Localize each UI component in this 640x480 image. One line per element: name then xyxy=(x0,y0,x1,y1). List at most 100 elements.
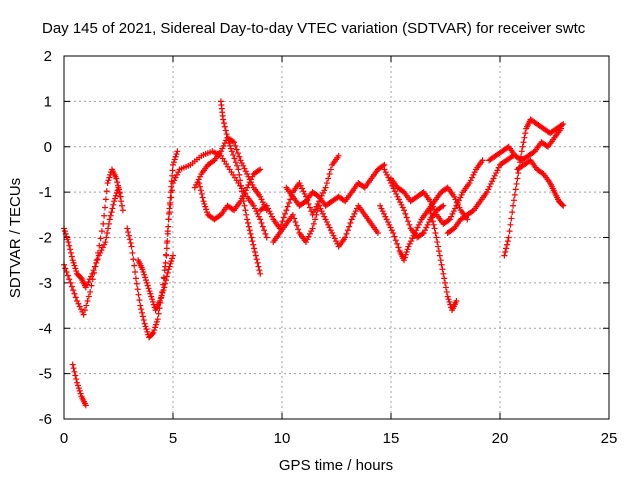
data-point xyxy=(295,226,302,233)
data-point xyxy=(514,175,521,182)
data-point xyxy=(445,296,452,303)
data-point xyxy=(391,188,398,195)
data-point xyxy=(66,276,73,283)
data-point xyxy=(392,237,399,244)
data-point xyxy=(408,238,415,245)
data-point xyxy=(503,245,510,252)
data-point xyxy=(246,227,253,234)
data-point xyxy=(164,269,171,276)
data-point xyxy=(97,249,104,256)
data-point xyxy=(67,249,74,256)
data-point xyxy=(246,176,253,183)
series-sat-h xyxy=(196,166,264,223)
data-point xyxy=(435,243,442,250)
data-point xyxy=(254,259,261,266)
data-point xyxy=(266,208,273,215)
data-point xyxy=(74,379,81,386)
data-point xyxy=(126,236,133,243)
plot-frame xyxy=(63,55,610,420)
data-point xyxy=(67,279,74,286)
data-point xyxy=(325,175,332,182)
data-point xyxy=(401,254,408,261)
data-point xyxy=(94,256,101,263)
data-point xyxy=(250,202,257,209)
data-point xyxy=(444,293,451,300)
data-point xyxy=(61,228,68,235)
y-tick-label: -3 xyxy=(39,275,52,292)
data-point xyxy=(222,127,229,134)
data-point xyxy=(374,229,381,236)
data-point xyxy=(249,181,256,188)
y-tick-label: 0 xyxy=(44,139,52,156)
data-point xyxy=(309,225,316,232)
data-point xyxy=(163,245,170,252)
data-point xyxy=(85,278,92,285)
data-point xyxy=(238,182,245,189)
data-point xyxy=(267,210,274,217)
data-point xyxy=(88,273,95,280)
data-point xyxy=(67,246,74,253)
data-point xyxy=(73,268,80,275)
data-point xyxy=(97,235,104,242)
data-point xyxy=(360,183,367,190)
data-point xyxy=(127,239,134,246)
data-point xyxy=(234,162,241,169)
data-point xyxy=(118,202,125,209)
data-point xyxy=(70,365,77,372)
data-point xyxy=(504,238,511,245)
data-point xyxy=(105,177,112,184)
data-point xyxy=(318,208,325,215)
data-point xyxy=(221,123,228,130)
data-point xyxy=(419,230,426,237)
data-point xyxy=(101,212,108,219)
data-point xyxy=(125,232,132,239)
data-point xyxy=(128,243,135,250)
data-point xyxy=(431,225,438,232)
data-point xyxy=(312,216,319,223)
data-point xyxy=(313,203,320,210)
data-point xyxy=(90,267,97,274)
data-point xyxy=(343,230,350,237)
data-point xyxy=(254,210,261,217)
data-point xyxy=(321,213,328,220)
data-point xyxy=(402,251,409,258)
data-point xyxy=(251,205,258,212)
data-point xyxy=(63,233,70,240)
data-point xyxy=(285,200,292,207)
data-point xyxy=(173,171,180,178)
data-point xyxy=(323,180,330,187)
data-point xyxy=(427,207,434,214)
data-point xyxy=(197,183,204,190)
data-point xyxy=(103,234,110,241)
data-point xyxy=(312,206,319,213)
data-point xyxy=(333,238,340,245)
data-point xyxy=(507,221,514,228)
data-point xyxy=(517,153,524,160)
data-point xyxy=(112,195,119,202)
data-point xyxy=(72,265,79,272)
data-point xyxy=(403,249,410,256)
data-point xyxy=(394,193,401,200)
data-point xyxy=(109,205,116,212)
data-point xyxy=(261,227,268,234)
data-point xyxy=(263,234,270,241)
series-sat-f xyxy=(161,148,270,282)
data-point xyxy=(517,159,524,166)
data-point xyxy=(160,287,167,294)
data-point xyxy=(489,178,496,185)
data-point xyxy=(168,183,175,190)
data-point xyxy=(442,284,449,291)
data-point xyxy=(452,196,459,203)
data-point xyxy=(139,309,146,316)
series-sat-c xyxy=(61,184,126,291)
data-point xyxy=(237,198,244,205)
data-point xyxy=(139,266,146,273)
data-point xyxy=(378,205,385,212)
data-point xyxy=(106,216,113,223)
data-point xyxy=(268,213,275,220)
data-point xyxy=(325,221,332,228)
data-point xyxy=(248,179,255,186)
data-point xyxy=(134,286,141,293)
data-point xyxy=(68,253,75,260)
data-point xyxy=(351,210,358,217)
